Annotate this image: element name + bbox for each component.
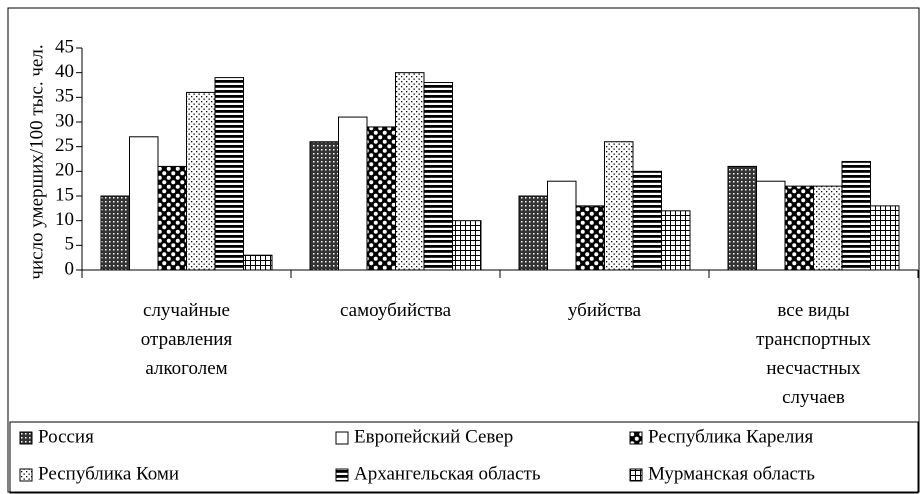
- x-tick-label: случайные отравления алкоголем: [140, 300, 233, 379]
- bar: [813, 185, 843, 271]
- legend-swatch: [629, 431, 643, 445]
- x-tick-label: все виды транспортных несчастных случаев: [756, 300, 871, 408]
- y-tick-label: 35: [55, 86, 74, 107]
- bar: [243, 254, 273, 271]
- bar: [129, 136, 159, 271]
- x-tick-label: самоубийства: [339, 300, 452, 321]
- legend-swatch: [629, 468, 643, 482]
- bar: [100, 195, 130, 271]
- bar: [756, 180, 786, 271]
- legend-label: Республика Коми: [38, 463, 179, 484]
- legend-label: Республика Карелия: [648, 426, 813, 447]
- bar: [157, 165, 187, 271]
- y-tick-label: 0: [65, 258, 75, 279]
- bar: [604, 141, 634, 271]
- y-tick-label: 20: [55, 160, 74, 181]
- legend-label: Архангельская область: [354, 463, 541, 484]
- bar: [575, 205, 605, 271]
- chart-border: [7, 7, 920, 493]
- y-tick-label: 5: [65, 234, 75, 255]
- bar: [784, 185, 814, 271]
- y-tick-label: 15: [55, 184, 74, 205]
- y-tick-label: 30: [55, 110, 74, 131]
- legend-swatch: [335, 431, 349, 445]
- bar: [309, 141, 339, 271]
- y-tick-label: 10: [55, 209, 74, 230]
- legend-label: Европейский Север: [354, 426, 513, 447]
- y-tick-label: 25: [55, 135, 74, 156]
- y-axis-label: число умерших/100 тыс. чел.: [26, 44, 47, 279]
- bar: [186, 91, 216, 271]
- legend-swatch: [335, 468, 349, 482]
- bar: [214, 77, 244, 271]
- x-tick-label: убийства: [567, 300, 642, 321]
- bar: [366, 126, 396, 271]
- bar: [395, 72, 425, 271]
- bar: [338, 116, 368, 271]
- y-tick-label: 40: [55, 61, 74, 82]
- legend-label: Мурманская область: [648, 463, 815, 484]
- bar: [452, 220, 482, 271]
- bar: [841, 160, 871, 271]
- bar: [632, 170, 662, 271]
- y-tick-label: 45: [55, 36, 74, 57]
- legend-swatch: [19, 431, 33, 445]
- bar: [423, 82, 453, 271]
- legend-swatch: [19, 468, 33, 482]
- legend-box: [9, 421, 919, 494]
- legend-label: Россия: [38, 426, 94, 447]
- bar: [727, 165, 757, 271]
- bar: [547, 180, 577, 271]
- bar: [661, 210, 691, 271]
- bar: [518, 195, 548, 271]
- bar: [870, 205, 900, 271]
